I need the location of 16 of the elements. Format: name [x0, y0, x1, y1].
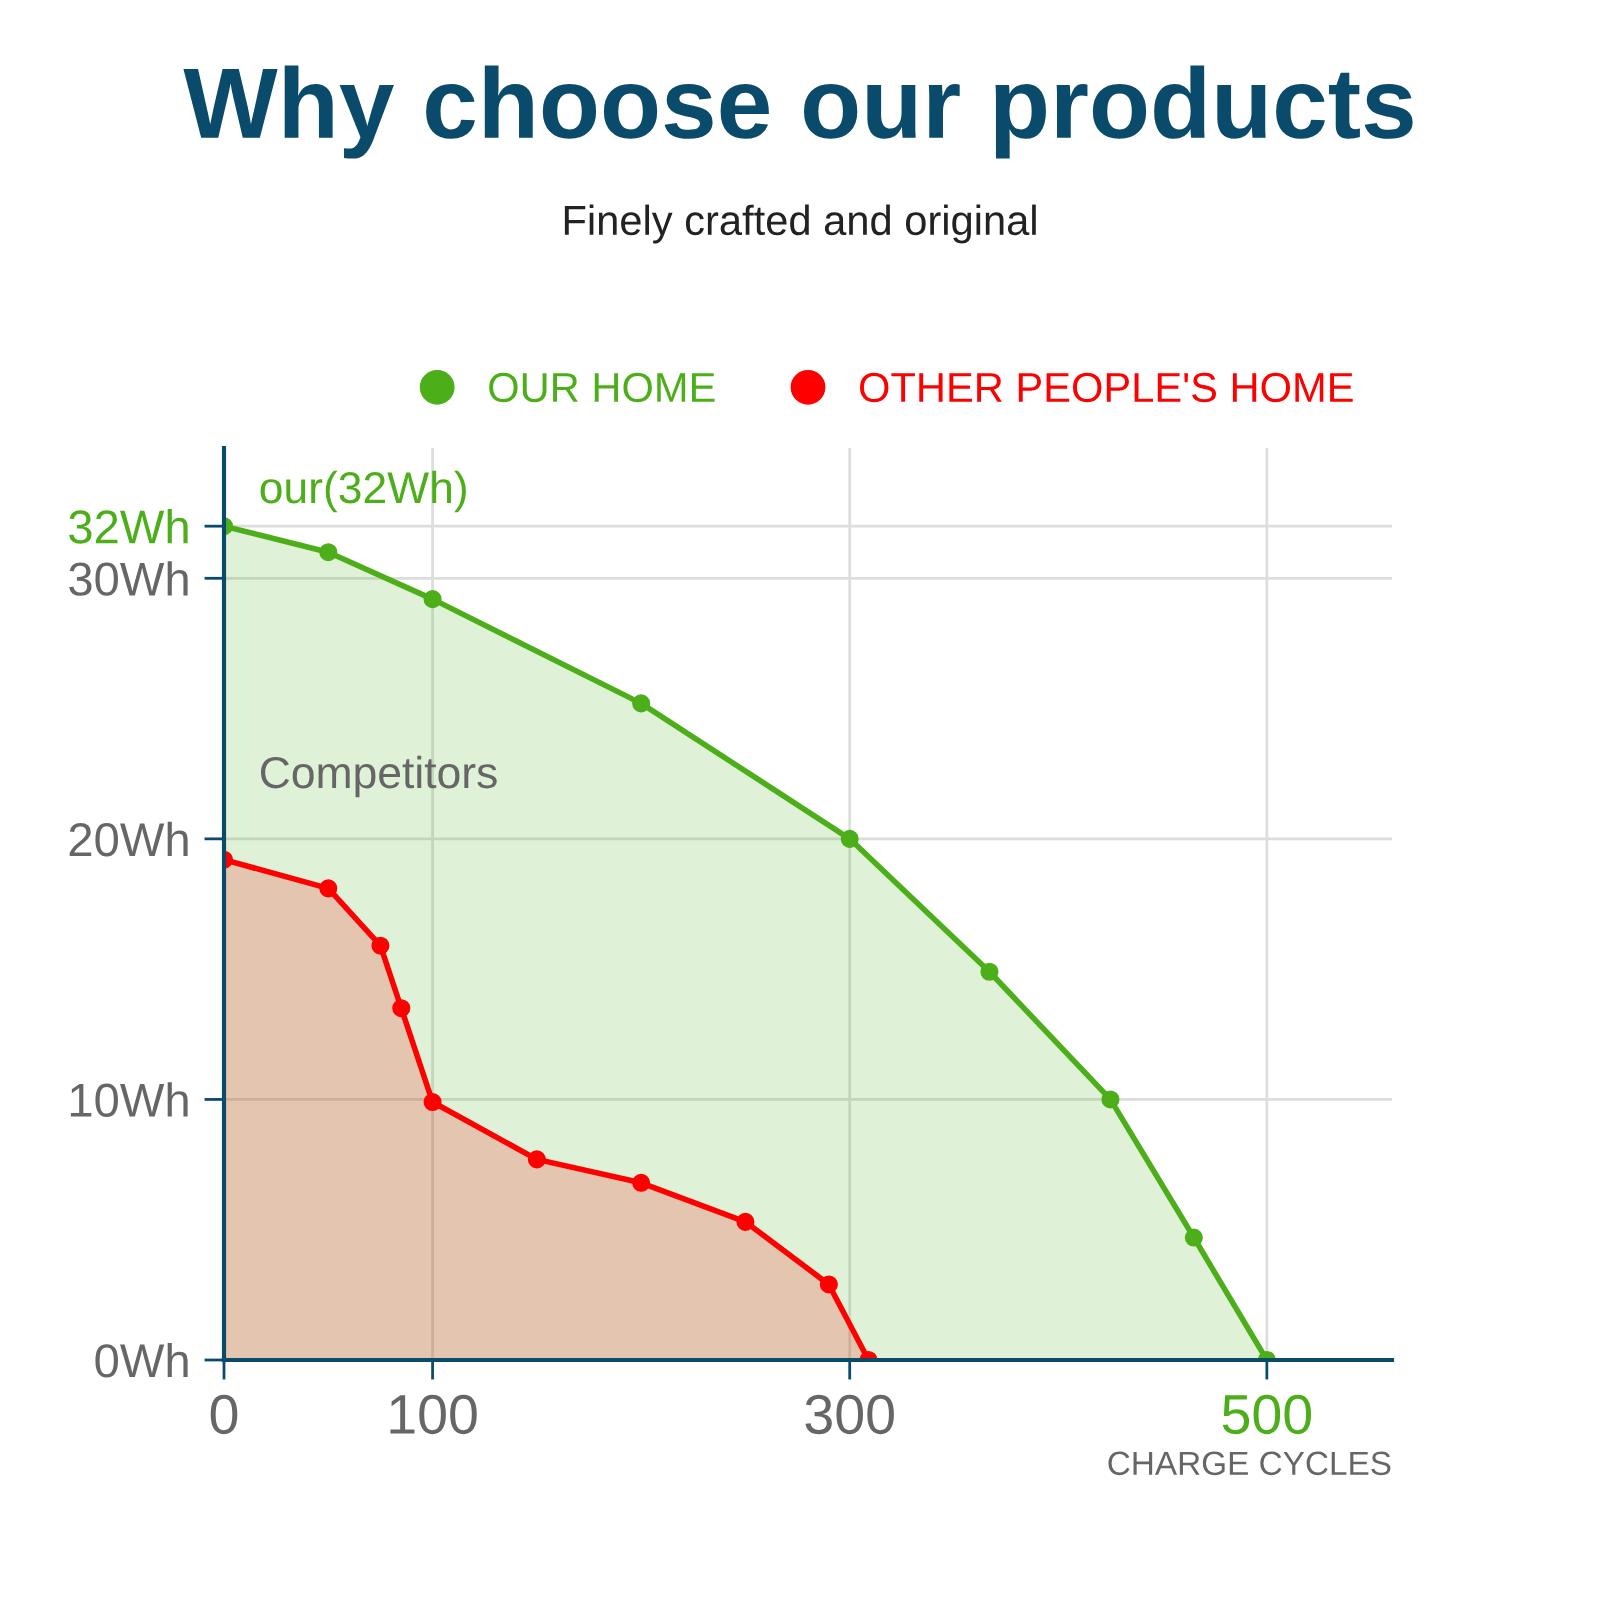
x-tick-label: 300: [805, 1394, 894, 1435]
y-tick-label: 32Wh: [69, 509, 188, 544]
y-tick-label: 30Wh: [69, 561, 188, 596]
x-tick-label: 100: [390, 1394, 477, 1435]
y-tick-label: 10Wh: [70, 1082, 188, 1117]
legend-label: OTHER PEOPLE'S HOME: [859, 372, 1353, 403]
x-axis-title: CHARGE CYCLES: [1108, 1451, 1391, 1476]
x-tick-label: 0: [210, 1394, 238, 1435]
y-tick-label: 0Wh: [95, 1342, 188, 1378]
annotation: Competitors: [260, 755, 497, 798]
annotation: our(32Wh): [260, 470, 466, 513]
legend-label: OUR HOME: [489, 372, 715, 403]
chart-title: Why choose our products: [183, 65, 1413, 159]
x-tick-label: 500: [1222, 1394, 1312, 1435]
y-tick-label: 20Wh: [69, 821, 188, 857]
chart-subtitle: Finely crafted and original: [564, 204, 1036, 244]
